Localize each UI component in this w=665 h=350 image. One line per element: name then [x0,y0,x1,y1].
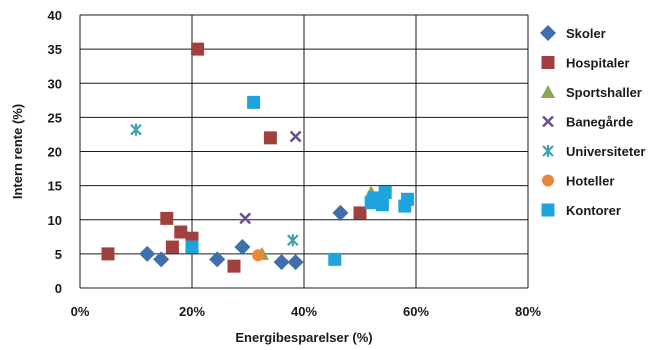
point-skoler [234,239,251,256]
x-tick-label: 0% [71,304,90,319]
x-tick-label: 40% [291,304,317,319]
legend-marker-skoler [540,25,556,41]
x-tick-label: 60% [403,304,429,319]
y-tick-label: 40 [48,8,62,23]
point-hospitaler [263,131,277,145]
x-tick-label: 80% [515,304,541,319]
point-universiteter [287,234,299,247]
legend-label: Universiteter [566,144,645,159]
legend-label: Hospitaler [566,56,630,71]
y-tick-label: 20 [48,145,62,160]
point-kontorer [378,185,392,199]
legend-marker-hoteller [542,174,554,187]
point-hospitaler [227,259,241,273]
legend-label: Skoler [566,26,606,41]
point-kontorer [247,95,261,109]
point-skoler [332,204,349,221]
y-axis-title: Intern rente (%) [10,104,25,199]
y-tick-label: 30 [48,76,62,91]
point-skoler [139,245,156,262]
y-tick-label: 5 [55,247,62,262]
legend-item-kontorer: Kontorer [541,203,621,218]
point-hospitaler [353,206,367,220]
legend-label: Banegårde [566,115,633,130]
y-tick-label: 0 [55,281,62,296]
point-kontorer [328,252,342,266]
point-hospitaler [160,211,174,225]
legend-marker-baneg-rde [542,115,554,128]
tick-labels: 0 5 10 15 20 25 30 35 40 0% 20% 40% 60% 80% [48,8,542,319]
legend-label: Sportshaller [566,85,642,100]
legend-marker-hospitaler [541,56,555,69]
legend-label: Hoteller [566,174,614,189]
legend-item-hoteller: Hoteller [542,174,614,189]
legend-item-skoler: Skoler [540,25,606,41]
point-kontorer [185,240,199,254]
point-skoler [273,254,290,271]
y-tick-label: 10 [48,213,62,228]
point-skoler [209,251,226,268]
point-skoler [153,251,170,268]
point-hospitaler [191,42,205,56]
legend-label: Kontorer [566,203,621,218]
legend-item-hospitaler: Hospitaler [541,56,630,71]
legend-item-baneg-rde: Banegårde [542,115,633,130]
legend-marker-kontorer [541,203,555,217]
point-hospitaler [165,240,179,254]
x-tick-label: 20% [179,304,205,319]
x-axis-title: Energibesparelser (%) [235,330,372,345]
data-points [101,42,415,273]
point-kontorer [401,192,415,206]
point-skoler [287,254,304,271]
point-baneg-rde [239,212,252,225]
point-hospitaler [174,225,188,239]
point-kontorer [375,198,389,212]
point-hoteller [252,249,265,262]
legend-marker-sportshaller [541,85,555,98]
legend-marker-universiteter [542,145,554,157]
legend-item-sportshaller: Sportshaller [541,85,642,100]
legend: Skoler Hospitaler Sportshaller Banegårde Uni… [540,25,645,218]
point-universiteter [130,123,142,136]
y-tick-label: 15 [48,179,62,194]
legend-item-universiteter: Universiteter [542,144,645,159]
point-hospitaler [101,247,115,261]
point-baneg-rde [289,130,302,143]
gridlines [79,14,529,289]
y-tick-label: 25 [48,110,62,125]
y-tick-label: 35 [48,42,62,57]
